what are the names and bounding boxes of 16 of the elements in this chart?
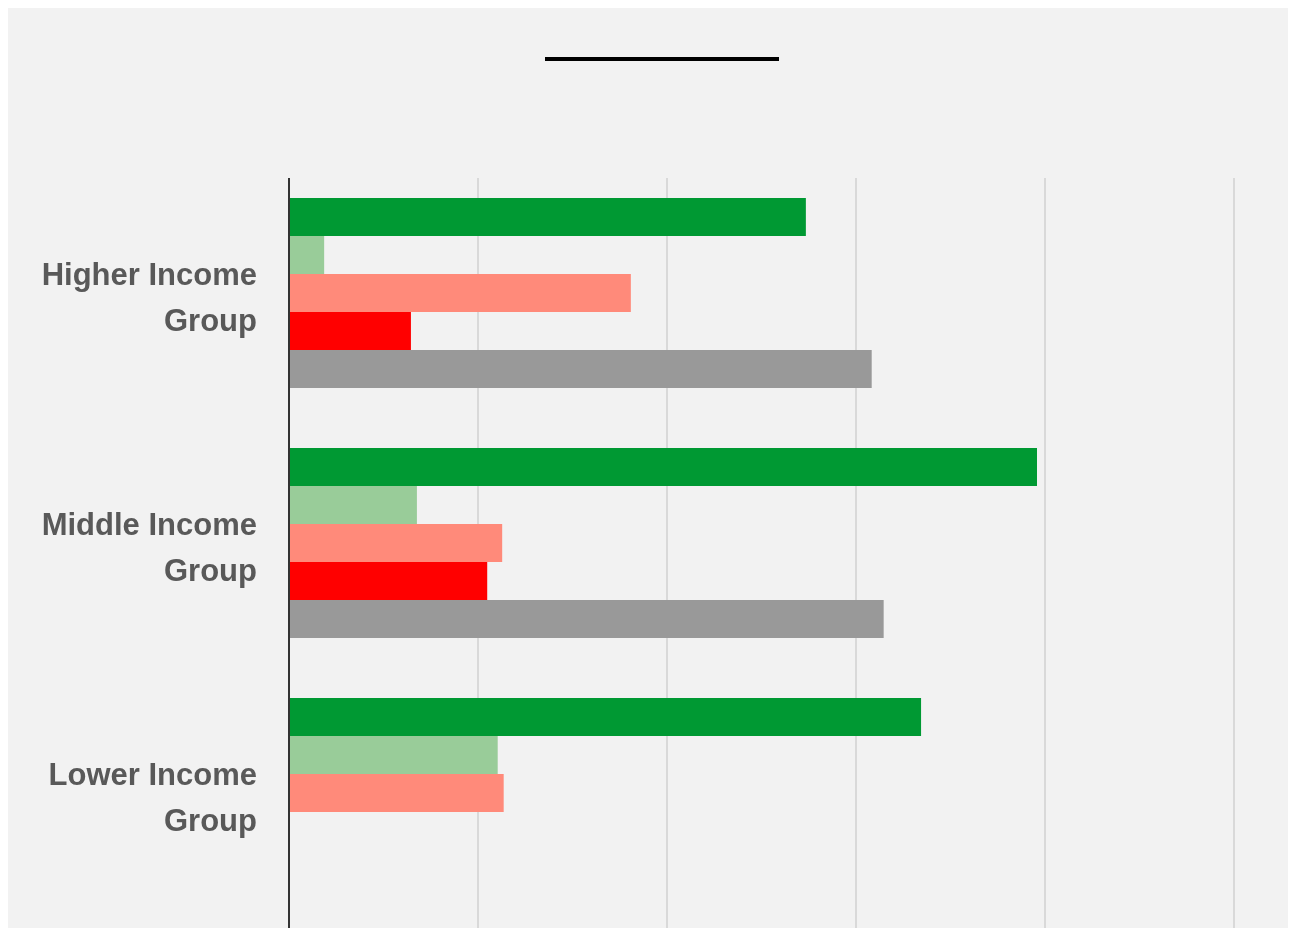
bar xyxy=(289,198,806,236)
bar xyxy=(289,600,884,638)
bar xyxy=(289,312,411,350)
bar xyxy=(289,736,498,774)
bar xyxy=(289,524,503,562)
bar xyxy=(289,236,325,274)
bar xyxy=(289,448,1037,486)
y-tick-label: Higher Income Group xyxy=(41,257,257,338)
y-tick-label: Middle Income Group xyxy=(41,507,257,588)
bar xyxy=(289,274,631,312)
bar xyxy=(289,350,872,388)
bar xyxy=(289,698,922,736)
bar xyxy=(289,562,488,600)
bar xyxy=(289,774,504,812)
y-tick-label: Lower Income Group xyxy=(48,757,257,838)
bar xyxy=(289,486,417,524)
